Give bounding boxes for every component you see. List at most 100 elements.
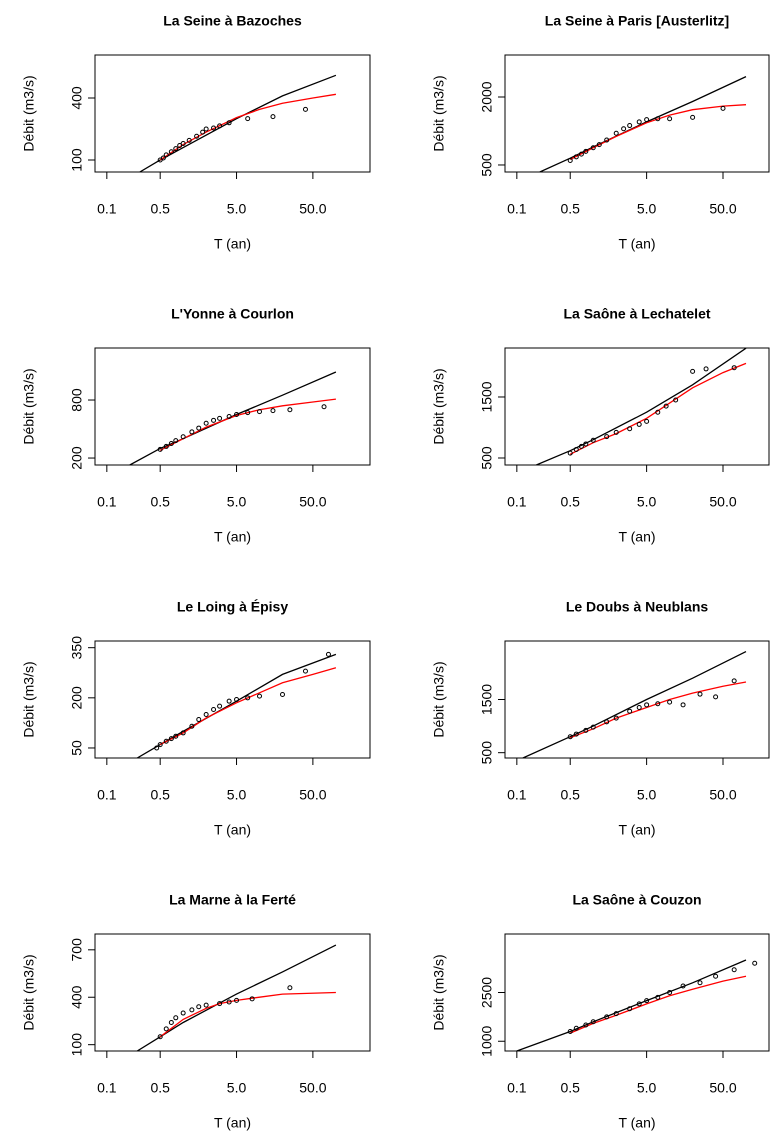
data-point (713, 973, 719, 979)
x-tick-label: 5.0 (227, 494, 247, 510)
panel: La Saône à Couzon T (an) Débit (m3/s) 0.1 0.… (431, 892, 770, 1131)
data-point (673, 397, 679, 403)
curve (569, 362, 747, 455)
x-tick-label: 0.1 (97, 494, 117, 510)
data-point (731, 678, 737, 684)
data-point (189, 1007, 195, 1013)
y-tick-label: 500 (479, 446, 495, 470)
data-point (226, 120, 232, 126)
x-axis-label: T (an) (214, 236, 251, 252)
x-tick-label: 5.0 (227, 1080, 247, 1096)
data-point (196, 717, 202, 723)
data-point (627, 123, 633, 129)
data-point (163, 738, 169, 744)
x-tick-label: 0.5 (560, 787, 580, 803)
data-point (270, 408, 276, 414)
plot-box (94, 54, 371, 173)
y-tick-label: 1500 (479, 381, 495, 412)
curve (136, 944, 337, 1051)
data-point (731, 967, 737, 973)
data-point (655, 409, 661, 415)
data-point (196, 1004, 202, 1010)
data-point (160, 155, 166, 161)
y-tick-label: 500 (479, 741, 495, 765)
panel-title: L'Yonne à Courlon (171, 306, 294, 322)
data-point (590, 724, 596, 730)
y-tick-label: 200 (69, 446, 85, 470)
panel-title: La Saône à Couzon (572, 892, 701, 908)
y-tick-label: 200 (69, 686, 85, 710)
data-point (613, 715, 619, 721)
x-axis-label: T (an) (618, 822, 655, 838)
data-point (157, 1034, 163, 1040)
data-point (257, 693, 263, 699)
data-point (203, 712, 209, 718)
data-point (697, 691, 703, 697)
x-tick-label: 5.0 (637, 1080, 657, 1096)
x-tick-label: 0.5 (560, 201, 580, 217)
data-point (636, 704, 642, 710)
data-point (583, 727, 589, 733)
data-point (257, 409, 263, 415)
y-tick-label: 1500 (479, 684, 495, 715)
data-point (173, 146, 179, 152)
data-point (249, 996, 255, 1002)
data-point (613, 429, 619, 435)
x-tick-label: 0.1 (97, 1080, 117, 1096)
data-point (211, 707, 217, 713)
data-point (234, 697, 240, 702)
data-point (613, 130, 619, 136)
x-axis-label: T (an) (214, 1115, 251, 1131)
data-point (713, 694, 719, 700)
plot-box (94, 640, 371, 759)
data-point (234, 997, 240, 1003)
curve (569, 681, 747, 739)
data-point (211, 417, 217, 423)
x-tick-label: 0.5 (150, 494, 170, 510)
curve (516, 959, 747, 1051)
panel: L'Yonne à Courlon T (an) Débit (m3/s) 0.1 0.… (21, 306, 371, 545)
y-axis-label: Débit (m3/s) (21, 368, 37, 444)
y-tick-label: 400 (69, 985, 85, 1009)
data-point (157, 742, 163, 748)
data-point (180, 1010, 186, 1016)
curve (569, 975, 747, 1034)
x-tick-label: 0.5 (150, 787, 170, 803)
plot-box (504, 54, 770, 173)
data-point (604, 719, 610, 725)
data-point (655, 116, 661, 122)
data-point (200, 129, 206, 135)
data-point (168, 736, 174, 742)
data-point (287, 985, 293, 991)
panel-title: La Seine à Bazoches (163, 13, 302, 29)
y-tick-label: 350 (69, 636, 85, 660)
data-point (168, 149, 174, 155)
data-point (567, 734, 573, 740)
data-point (168, 441, 174, 447)
data-point (173, 733, 179, 739)
y-tick-label: 50 (69, 740, 85, 756)
data-point (226, 698, 232, 704)
x-tick-label: 50.0 (299, 1080, 326, 1096)
x-tick-label: 50.0 (299, 787, 326, 803)
y-tick-label: 800 (69, 388, 85, 412)
data-point (157, 446, 163, 452)
curve (536, 348, 747, 465)
data-point (667, 699, 673, 705)
y-tick-label: 500 (479, 153, 495, 177)
panel: Le Loing à Épisy T (an) Débit (m3/s) 0.1 0.5… (21, 599, 371, 838)
data-point (655, 701, 661, 707)
data-point (596, 142, 602, 148)
curve (159, 398, 336, 451)
data-point (302, 668, 308, 674)
data-point (189, 723, 195, 729)
data-point (690, 114, 696, 120)
data-point (680, 702, 686, 708)
curve (159, 93, 337, 161)
data-point (590, 145, 596, 151)
y-axis-label: Débit (m3/s) (431, 75, 447, 151)
y-tick-label: 400 (69, 86, 85, 110)
x-tick-label: 0.1 (507, 787, 527, 803)
data-point (217, 123, 223, 129)
x-tick-label: 50.0 (709, 787, 736, 803)
